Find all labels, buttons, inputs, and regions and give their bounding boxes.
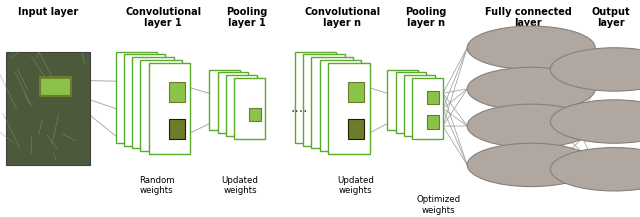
- Circle shape: [467, 26, 595, 69]
- FancyBboxPatch shape: [124, 54, 165, 146]
- FancyBboxPatch shape: [312, 57, 353, 148]
- FancyBboxPatch shape: [218, 72, 248, 133]
- Circle shape: [550, 48, 640, 91]
- Text: Random
weights: Random weights: [139, 176, 175, 195]
- Text: Pooling
layer n: Pooling layer n: [405, 7, 446, 28]
- FancyBboxPatch shape: [412, 78, 443, 139]
- Text: ....: ....: [290, 102, 308, 115]
- FancyBboxPatch shape: [234, 78, 265, 139]
- Bar: [6, 52, 90, 165]
- Text: Updated
weights: Updated weights: [337, 176, 374, 195]
- FancyBboxPatch shape: [303, 54, 344, 146]
- Text: Convolutional
layer 1: Convolutional layer 1: [125, 7, 201, 28]
- Bar: [169, 82, 185, 102]
- Circle shape: [550, 148, 640, 191]
- FancyBboxPatch shape: [209, 70, 240, 130]
- Bar: [348, 118, 364, 139]
- Bar: [40, 78, 71, 96]
- FancyBboxPatch shape: [404, 75, 435, 136]
- Circle shape: [467, 104, 595, 148]
- Circle shape: [550, 100, 640, 143]
- FancyBboxPatch shape: [387, 70, 418, 130]
- Bar: [40, 77, 71, 96]
- Bar: [249, 108, 261, 121]
- FancyBboxPatch shape: [320, 60, 361, 151]
- Text: Input layer: Input layer: [18, 7, 78, 16]
- Bar: [427, 115, 439, 128]
- Text: Optimized
weights: Optimized weights: [417, 196, 460, 215]
- FancyBboxPatch shape: [396, 72, 426, 133]
- Bar: [427, 91, 439, 104]
- FancyBboxPatch shape: [295, 52, 337, 143]
- FancyBboxPatch shape: [328, 63, 370, 154]
- Text: Fully connected
layer: Fully connected layer: [484, 7, 572, 28]
- FancyBboxPatch shape: [132, 57, 174, 148]
- Bar: [348, 82, 364, 102]
- Text: Convolutional
layer n: Convolutional layer n: [305, 7, 380, 28]
- FancyBboxPatch shape: [116, 52, 157, 143]
- FancyBboxPatch shape: [141, 60, 182, 151]
- Circle shape: [467, 67, 595, 111]
- FancyBboxPatch shape: [149, 63, 191, 154]
- FancyBboxPatch shape: [226, 75, 257, 136]
- Bar: [169, 118, 185, 139]
- Text: Pooling
layer 1: Pooling layer 1: [226, 7, 267, 28]
- Text: Updated
weights: Updated weights: [221, 176, 259, 195]
- Circle shape: [467, 143, 595, 187]
- Text: Output
layer: Output layer: [592, 7, 630, 28]
